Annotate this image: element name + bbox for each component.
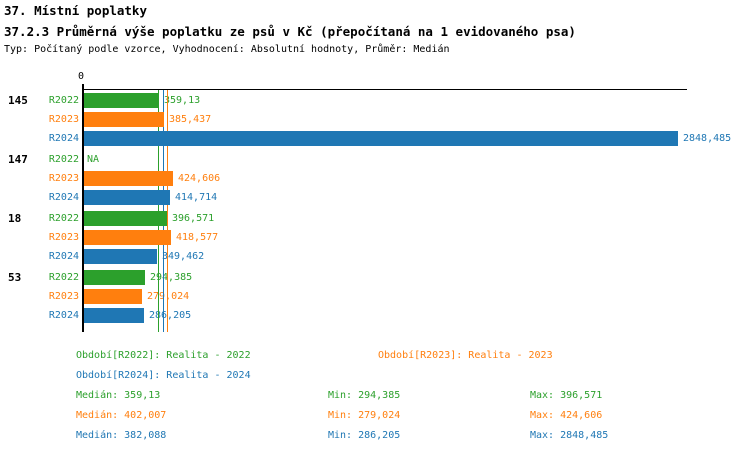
bar-value-label: NA xyxy=(87,154,100,165)
group-label: 18 xyxy=(8,212,22,225)
row-series-label: R2024 xyxy=(48,133,79,144)
stat-max-r2024: Max: 2848,485 xyxy=(530,430,609,441)
row-series-label: R2024 xyxy=(48,192,79,203)
bar-value-label: 396,571 xyxy=(172,213,215,224)
stat-median-r2022: Medián: 359,13 xyxy=(76,390,161,401)
group-label: 53 xyxy=(8,271,22,284)
row-series-label: R2023 xyxy=(48,114,79,125)
bar-value-label: 414,714 xyxy=(175,192,218,203)
bar-value-label: 359,13 xyxy=(164,95,201,106)
bar xyxy=(84,270,145,285)
legend-item-r2022: Období[R2022]: Realita - 2022 xyxy=(76,350,251,361)
row-series-label: R2023 xyxy=(48,232,79,243)
y-axis-line xyxy=(82,84,84,332)
bar-value-label: 294,385 xyxy=(150,272,193,283)
bar-value-label: 418,577 xyxy=(176,232,219,243)
bar-value-label: 349,462 xyxy=(162,251,205,262)
bar-value-label: 424,606 xyxy=(178,173,221,184)
bar xyxy=(84,112,164,127)
bar-value-label: 385,437 xyxy=(169,114,212,125)
bar xyxy=(84,211,167,226)
bar-value-label: 286,205 xyxy=(149,310,192,321)
row-series-label: R2024 xyxy=(48,251,79,262)
bar-value-label: 2848,485 xyxy=(683,133,732,144)
bar xyxy=(84,230,171,245)
x-axis-line xyxy=(82,89,687,90)
row-series-label: R2022 xyxy=(48,154,79,165)
page-title: 37. Místní poplatky xyxy=(4,3,147,18)
bar xyxy=(84,131,678,146)
median-line xyxy=(167,90,168,332)
stat-max-r2022: Max: 396,571 xyxy=(530,390,603,401)
bar xyxy=(84,93,159,108)
group-label: 145 xyxy=(8,94,28,107)
stat-median-r2024: Medián: 382,088 xyxy=(76,430,167,441)
row-series-label: R2022 xyxy=(48,95,79,106)
stat-min-r2022: Min: 294,385 xyxy=(328,390,401,401)
bar-value-label: 279,024 xyxy=(147,291,190,302)
bar xyxy=(84,190,170,205)
bar xyxy=(84,289,142,304)
bar xyxy=(84,308,144,323)
chart-meta-line: Typ: Počítaný podle vzorce, Vyhodnocení:… xyxy=(4,44,450,55)
page-subtitle: 37.2.3 Průměrná výše poplatku ze psů v K… xyxy=(4,24,576,39)
bar xyxy=(84,171,173,186)
bar xyxy=(84,249,157,264)
row-series-label: R2023 xyxy=(48,291,79,302)
group-label: 147 xyxy=(8,153,28,166)
axis-zero-label: 0 xyxy=(78,71,85,82)
stat-median-r2023: Medián: 402,007 xyxy=(76,410,167,421)
row-series-label: R2022 xyxy=(48,272,79,283)
stat-min-r2023: Min: 279,024 xyxy=(328,410,401,421)
legend-item-r2024: Období[R2024]: Realita - 2024 xyxy=(76,370,251,381)
row-series-label: R2024 xyxy=(48,310,79,321)
row-series-label: R2023 xyxy=(48,173,79,184)
stat-max-r2023: Max: 424,606 xyxy=(530,410,603,421)
legend-item-r2023: Období[R2023]: Realita - 2023 xyxy=(378,350,553,361)
stat-min-r2024: Min: 286,205 xyxy=(328,430,401,441)
row-series-label: R2022 xyxy=(48,213,79,224)
